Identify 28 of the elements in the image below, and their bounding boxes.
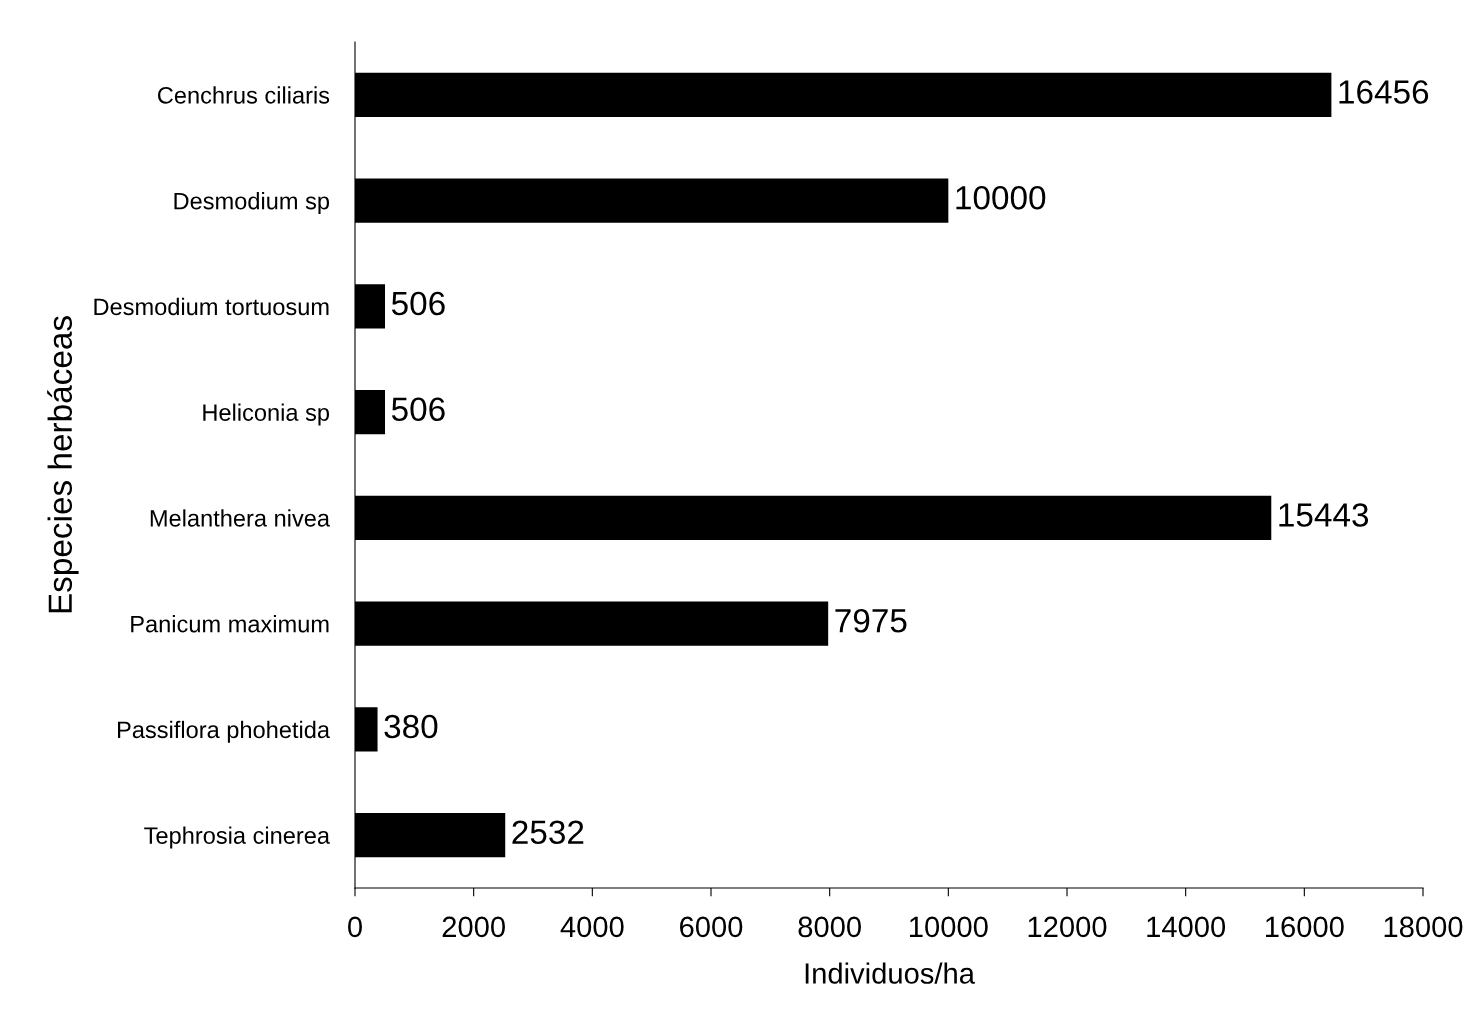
data-label: 10000 xyxy=(956,185,1046,210)
y-tick-label: Cenchrus ciliaris xyxy=(158,86,330,104)
data-label: 2532 xyxy=(512,820,584,845)
y-tick-label: Passiflora phohetida xyxy=(118,720,331,743)
data-label: 506 xyxy=(391,291,445,316)
x-tick-label: 0 xyxy=(348,916,362,938)
data-label: 15443 xyxy=(1279,503,1369,527)
data-label: 16456 xyxy=(1339,80,1429,104)
data-label: 7975 xyxy=(835,608,907,633)
y-tick-label: Desmodium tortuosum xyxy=(94,297,329,316)
y-tick-label: Tephrosia cinerea xyxy=(144,826,331,849)
x-tick-label: 10000 xyxy=(910,916,988,938)
y-axis-title: Especies herbáceas xyxy=(47,316,79,613)
x-tick-label: 8000 xyxy=(798,916,861,938)
x-tick-label: 16000 xyxy=(1266,916,1344,938)
y-tick-label: Melanthera nivea xyxy=(150,509,331,527)
data-label: 380 xyxy=(384,714,438,739)
x-tick-label: 6000 xyxy=(680,916,743,938)
x-axis-title: Individuos/ha xyxy=(805,962,975,984)
data-label: 506 xyxy=(391,397,445,422)
y-tick-label: Heliconia sp xyxy=(203,403,330,426)
y-tick-label: Panicum maximum xyxy=(131,615,329,633)
x-tick-label: 2000 xyxy=(442,916,505,938)
x-tick-label: 4000 xyxy=(560,916,624,938)
x-tick-label: 18000 xyxy=(1384,916,1463,938)
x-tick-label: 12000 xyxy=(1028,916,1107,938)
x-tick-label: 14000 xyxy=(1147,916,1226,938)
y-tick-label: Desmodium sp xyxy=(174,192,330,215)
